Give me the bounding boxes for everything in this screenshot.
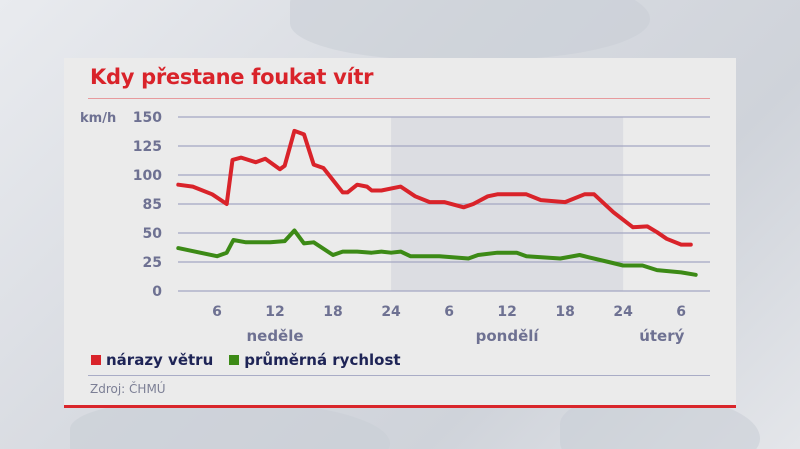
x-tick-label: 24 xyxy=(381,304,401,320)
source-note: Zdroj: ČHMÚ xyxy=(90,382,166,396)
line-chart: 150 125 100 85 50 25 0 km/h 6 12 18 24 6 12 18 24 6 neděl… xyxy=(80,110,710,345)
title-divider xyxy=(88,98,710,99)
series-line-gusts xyxy=(176,128,693,247)
legend-item-gusts: nárazy větru xyxy=(91,351,213,369)
x-tick-label: 12 xyxy=(497,304,516,320)
chart-card: Kdy přestane foukat vítr 150 125 100 85 50 25… xyxy=(64,58,736,408)
legend-label-average: průměrná rychlost xyxy=(244,351,401,369)
y-tick-label: 50 xyxy=(143,226,163,242)
legend-label-gusts: nárazy větru xyxy=(106,351,214,369)
background-map-shape xyxy=(290,0,650,60)
y-tick-label: 150 xyxy=(133,110,162,126)
y-tick-label: 0 xyxy=(152,284,162,300)
series-line-average xyxy=(176,228,698,277)
day-label: pondělí xyxy=(476,327,540,345)
y-axis-unit: km/h xyxy=(80,111,116,126)
x-tick-label: 12 xyxy=(265,304,284,320)
legend-divider xyxy=(88,375,710,376)
legend-swatch-green-icon xyxy=(229,355,240,365)
x-tick-label: 24 xyxy=(613,304,633,320)
y-tick-label: 100 xyxy=(133,168,162,184)
legend-item-average: průměrná rychlost xyxy=(229,351,401,369)
y-tick-label: 125 xyxy=(133,139,162,155)
legend-swatch-red-icon xyxy=(91,355,101,365)
day-label: neděle xyxy=(246,327,303,345)
y-tick-label: 85 xyxy=(143,197,162,213)
x-tick-label: 18 xyxy=(555,304,574,320)
y-tick-label: 25 xyxy=(143,255,162,271)
x-tick-label: 6 xyxy=(444,304,454,320)
day-label: úterý xyxy=(639,327,684,345)
chart-legend: nárazy větru průměrná rychlost xyxy=(91,351,417,369)
chart-title: Kdy přestane foukat vítr xyxy=(90,65,374,89)
x-tick-label: 6 xyxy=(676,304,686,320)
x-tick-label: 18 xyxy=(323,304,342,320)
x-tick-label: 6 xyxy=(212,304,222,320)
